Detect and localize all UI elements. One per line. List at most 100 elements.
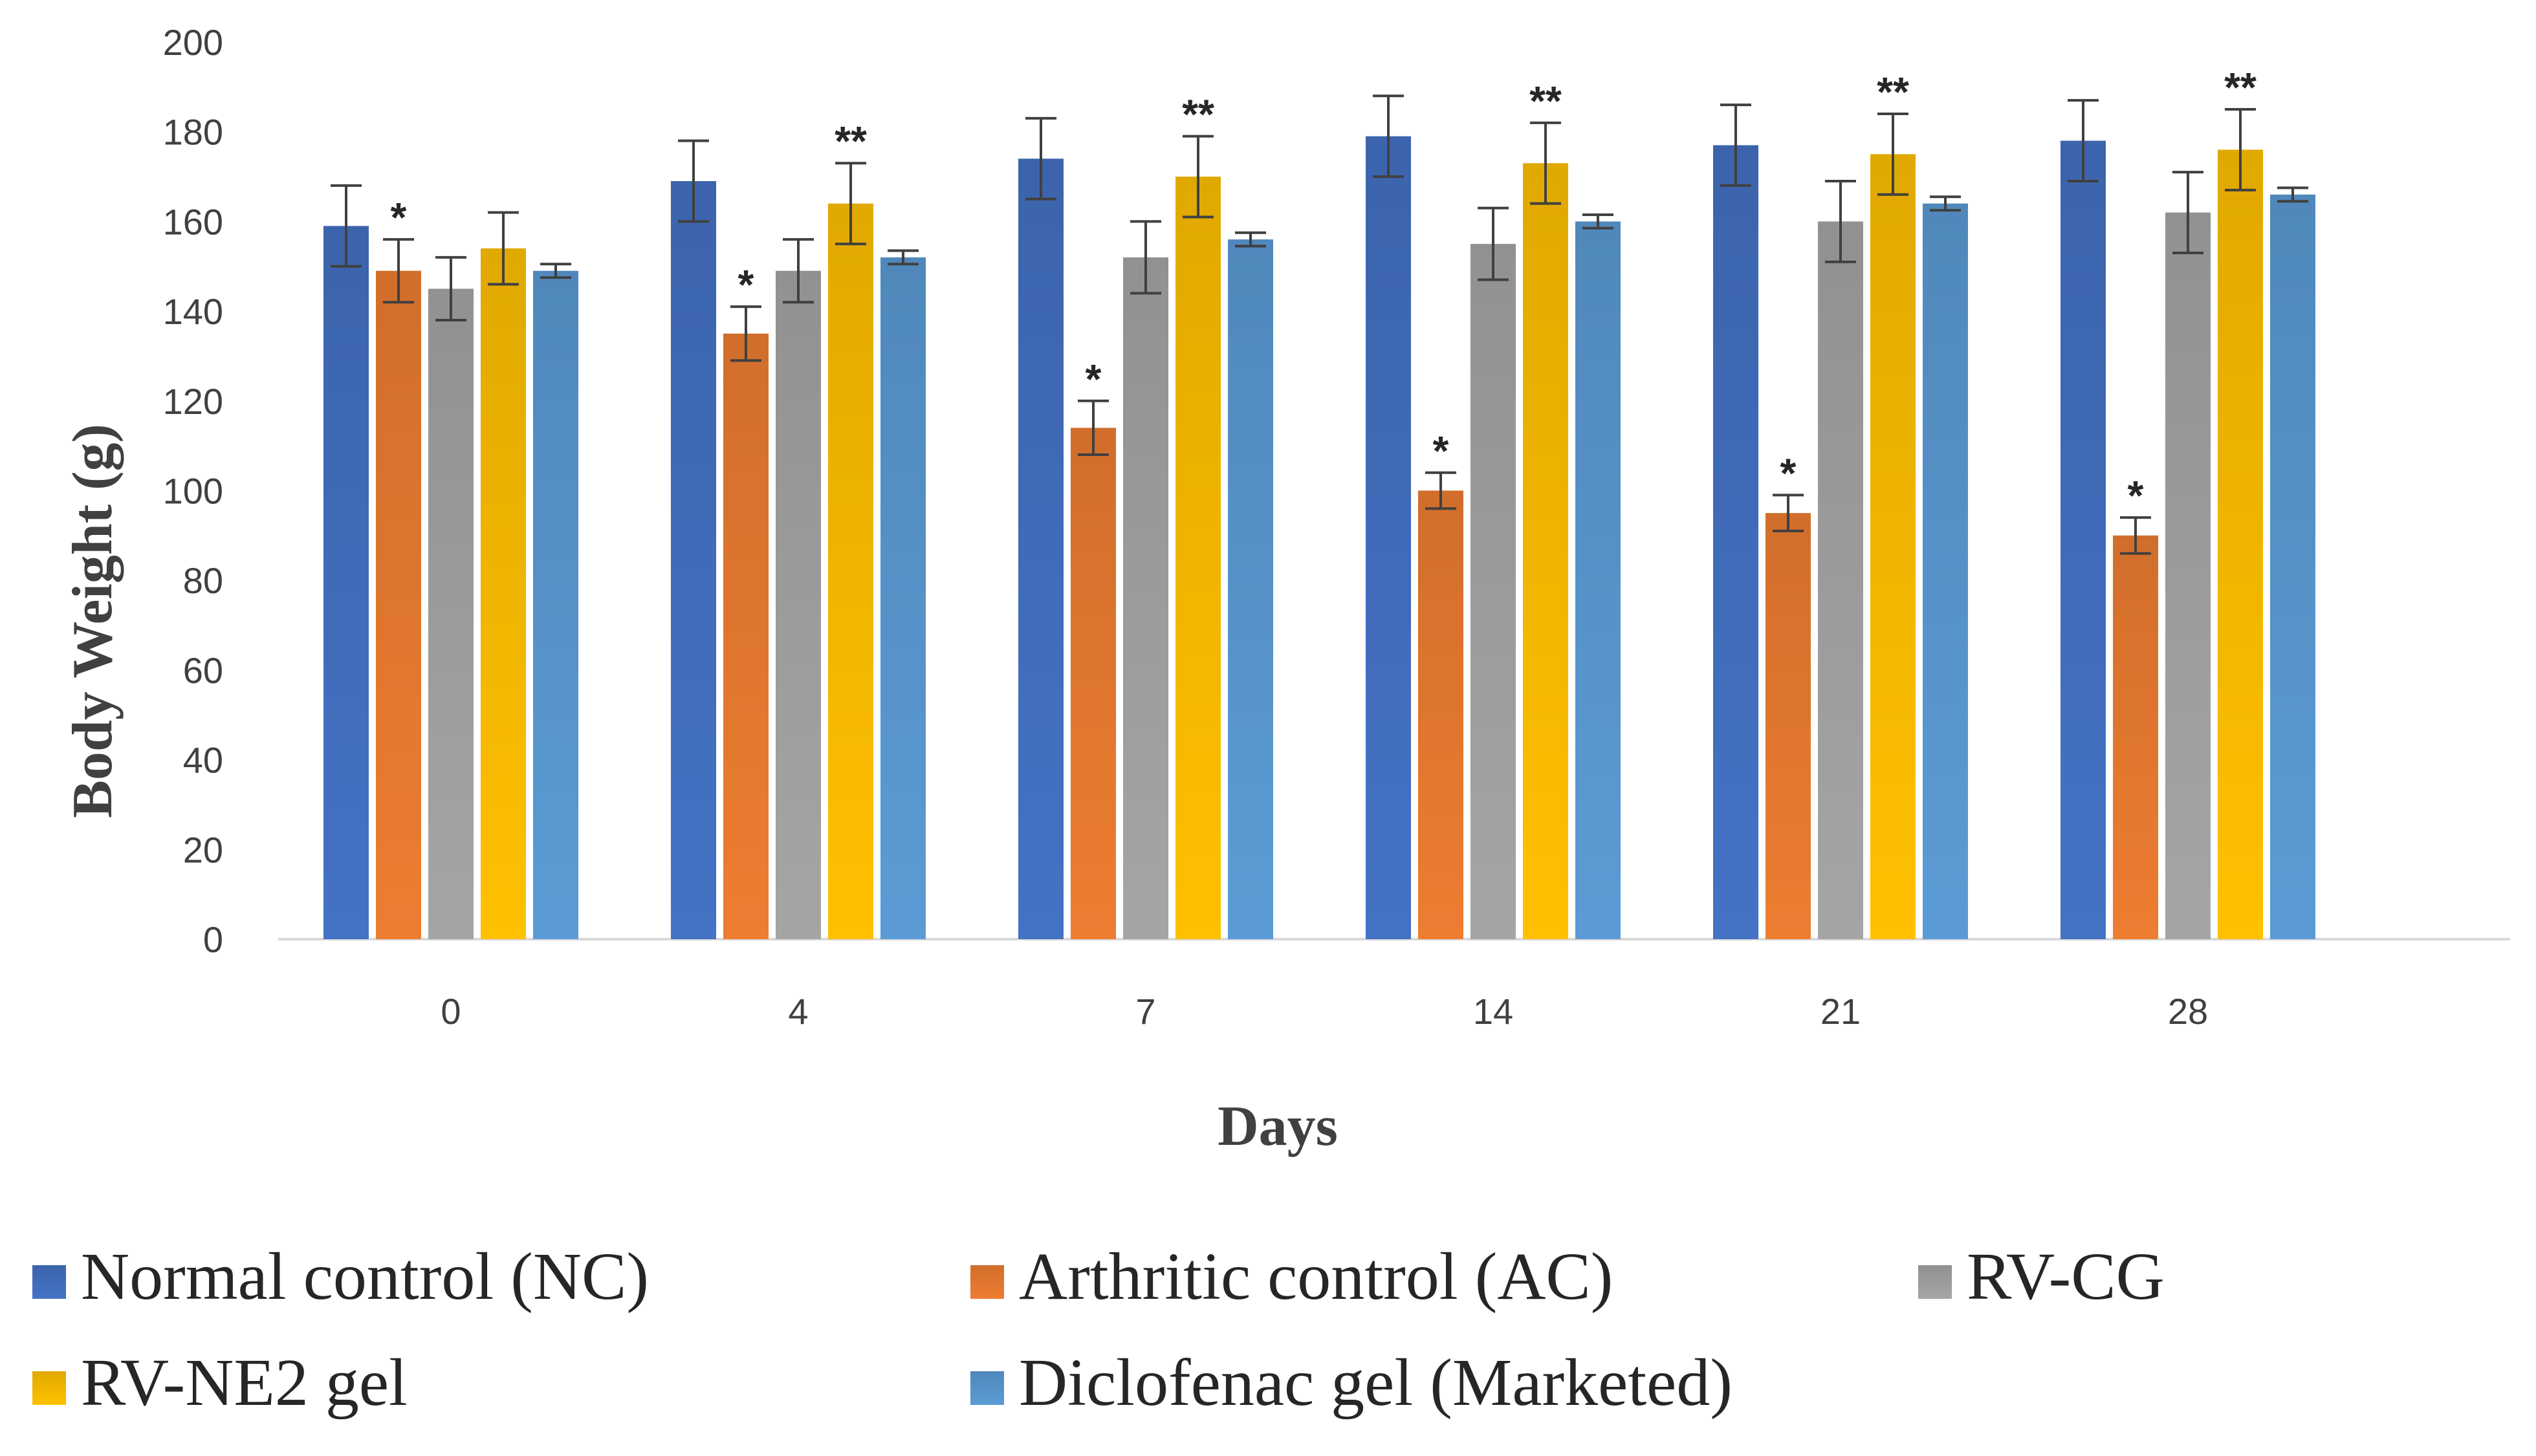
legend-item: RV-NE2 gel [32,1345,408,1420]
bar-diclofenac-gel-marketed-day-28 [2270,194,2315,939]
error-bar [1130,220,1161,295]
bar-normal-control-nc-day-7 [1018,158,1064,939]
x-tick-label: 0 [441,991,461,1032]
bar-diclofenac-gel-marketed-day-0 [533,270,578,939]
error-bar [331,184,362,268]
bar-normal-control-nc-day-28 [2060,140,2106,939]
y-tick-label: 40 [183,740,223,781]
bar-rv-ne2-gel-day-28 [2218,149,2263,940]
error-bars [331,94,2308,555]
bar-normal-control-nc-day-0 [323,226,369,940]
legend-label: RV-CG [1967,1239,2165,1314]
error-bar [730,305,761,362]
y-tick-label: 100 [163,471,223,512]
bars [323,136,2315,940]
legend-swatch [32,1265,66,1299]
error-bar [1478,206,1509,281]
bar-rv-ne2-gel-day-7 [1175,177,1221,939]
legend-label: Diclofenac gel (Marketed) [1019,1345,1733,1420]
bar-diclofenac-gel-marketed-day-4 [880,257,926,939]
bar-rv-ne2-gel-day-0 [481,248,526,939]
legend-item: Diclofenac gel (Marketed) [970,1345,1733,1420]
significance-marker: * [391,194,407,241]
significance-marker: ** [835,118,867,164]
legend-swatch [1918,1265,1952,1299]
error-bar [1425,471,1456,510]
bar-normal-control-nc-day-14 [1366,136,1411,939]
error-bar [2172,171,2203,254]
bar-diclofenac-gel-marketed-day-21 [1923,203,1968,939]
legend-item: Normal control (NC) [32,1239,649,1314]
y-tick-label: 60 [183,650,223,691]
bar-diclofenac-gel-marketed-day-7 [1228,239,1273,939]
bar-rv-cg-day-14 [1470,244,1516,940]
legend-item: Arthritic control (AC) [970,1239,1613,1314]
error-bar [1825,179,1856,263]
significance-markers: **************** [391,64,2257,519]
y-axis-title: Body Weight (g) [61,424,124,818]
x-tick-label: 21 [1820,991,1861,1032]
bar-diclofenac-gel-marketed-day-14 [1575,221,1621,939]
y-tick-label: 20 [183,829,223,870]
x-axis-title: Days [1218,1095,1338,1158]
bar-rv-ne2-gel-day-4 [828,203,873,939]
bar-arthritic-control-ac-day-28 [2113,535,2158,939]
significance-marker: ** [1182,91,1214,138]
legend-swatch [970,1265,1004,1299]
bar-rv-cg-day-4 [776,270,821,939]
legend-label: Normal control (NC) [81,1239,649,1314]
y-tick-label: 120 [163,381,223,422]
error-bar [1877,112,1908,196]
error-bar [488,211,519,286]
error-bar [1373,94,1404,179]
bar-rv-cg-day-21 [1818,221,1863,939]
legend-label: RV-NE2 gel [81,1345,408,1420]
error-bar [1025,116,1056,201]
significance-marker: ** [2224,64,2257,111]
legend: Normal control (NC) Arthritic control (AC… [32,1239,2165,1420]
x-tick-label: 4 [788,991,808,1032]
error-bar [2225,108,2256,191]
error-bar [540,263,571,279]
bar-rv-ne2-gel-day-14 [1523,163,1568,939]
error-bar [783,238,814,304]
error-bar [1530,121,1561,205]
error-bar [888,249,919,266]
error-bar [2068,99,2099,182]
error-bar [1582,213,1613,230]
error-bar [1183,135,1214,219]
legend-swatch [970,1371,1004,1405]
error-bar [835,162,866,246]
significance-marker: * [1086,356,1102,402]
error-bar [383,238,414,304]
y-tick-label: 0 [203,919,223,960]
error-bar [435,255,466,321]
x-tick-label: 7 [1135,991,1155,1032]
bar-normal-control-nc-day-21 [1713,145,1758,939]
y-tick-label: 140 [163,291,223,332]
error-bar [678,139,709,223]
significance-marker: * [1433,428,1449,474]
error-bar [1235,231,1266,248]
error-bar [1078,399,1109,457]
bar-arthritic-control-ac-day-4 [723,333,769,939]
bar-arthritic-control-ac-day-21 [1765,513,1811,939]
bar-arthritic-control-ac-day-7 [1071,428,1116,939]
significance-marker: * [738,261,754,308]
significance-marker: ** [1877,69,1909,115]
x-tick-label: 28 [2168,991,2208,1032]
y-tick-label: 180 [163,112,223,153]
bar-rv-cg-day-0 [428,288,474,939]
legend-item: RV-CG [1918,1239,2165,1314]
y-tick-label: 200 [163,22,223,63]
bar-rv-ne2-gel-day-21 [1870,154,1916,939]
bar-rv-cg-day-7 [1123,257,1168,939]
significance-marker: * [1780,450,1797,496]
y-tick-label: 160 [163,201,223,242]
error-bar [1773,494,1804,532]
legend-swatch [32,1371,66,1405]
bar-arthritic-control-ac-day-14 [1418,490,1463,939]
legend-label: Arthritic control (AC) [1019,1239,1613,1314]
significance-marker: ** [1529,78,1562,124]
